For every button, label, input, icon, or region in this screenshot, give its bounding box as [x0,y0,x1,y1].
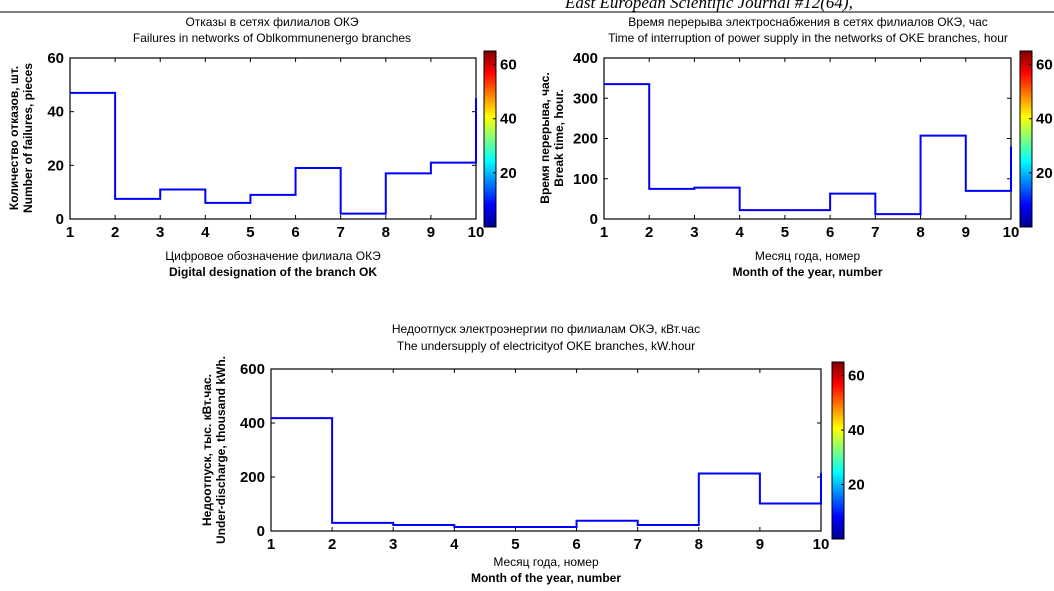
x-tick-label: 4 [201,224,210,241]
x-tick-label: 3 [156,224,164,241]
interruption-time-chart: Время перерыва электроснабжения в сетях … [538,15,1053,279]
x-tick-label: 4 [735,224,744,241]
chart-title-line: The undersupply of electricityof OKE bra… [397,339,695,353]
x-tick-label: 1 [600,224,608,241]
x-tick-label: 7 [633,536,641,553]
x-tick-label: 9 [756,536,764,553]
colorbar [483,50,497,228]
y-tick-label: 20 [47,157,64,174]
series-step-line [604,83,1012,216]
x-tick-label: 1 [267,536,275,553]
y-axis-label: Недоотпуск, тыс. кВт.час. [200,374,214,526]
x-tick-label: 10 [813,536,830,553]
y-axis-label: Количество отказов, шт. [7,66,21,210]
colorbar-tick-label: 60 [1036,57,1053,74]
y-tick-label: 40 [47,104,64,121]
y-axis-label: Break time, hour. [552,89,566,186]
x-tick-label: 2 [328,536,336,553]
y-tick-label: 400 [573,50,598,67]
failures-chart: Отказы в сетях филиалов ОКЭ Failures in n… [7,15,517,279]
series-step-line [271,417,822,528]
y-axis-label: Время перерыва, час. [538,72,552,203]
colorbar-tick-label: 20 [848,477,865,494]
y-tick-label: 200 [240,469,265,486]
x-tick-label: 8 [695,536,703,553]
x-tick-label: 1 [66,224,74,241]
colorbar-tick-label: 40 [848,422,865,439]
colorbar [1019,50,1033,228]
x-tick-label: 2 [111,224,119,241]
plot-area [270,368,822,532]
series-step-line [70,91,477,215]
x-tick-label: 6 [291,224,299,241]
x-tick-label: 2 [645,224,653,241]
chart-title-line: Недоотпуск электроэнергии по филиалам ОК… [392,322,700,336]
y-tick-label: 60 [47,50,64,67]
x-tick-label: 7 [336,224,344,241]
y-tick-label: 400 [240,415,265,432]
y-tick-label: 100 [573,171,598,188]
x-tick-label: 5 [246,224,254,241]
y-tick-label: 200 [573,131,598,148]
x-axis-label: Месяц года, номер [755,249,861,263]
y-tick-label: 0 [56,211,64,228]
chart-title-line: Время перерыва электроснабжения в сетях … [628,15,988,29]
y-tick-label: 0 [257,523,265,540]
x-axis-label: Digital designation of the branch OK [169,265,377,279]
chart-title-line: Отказы в сетях филиалов ОКЭ [185,15,358,29]
colorbar-tick-label: 20 [1036,165,1053,182]
y-tick-label: 600 [240,361,265,378]
x-axis-label: Month of the year, number [471,571,621,585]
x-tick-label: 8 [916,224,924,241]
chart-title-line: Time of interruption of power supply in … [608,31,1008,45]
y-axis-label: Under-discharge, thousand kWh. [214,356,228,544]
x-axis-label: Цифровое обозначение филиала ОКЭ [165,249,381,263]
x-tick-label: 9 [962,224,970,241]
chart-title-line: Failures in networks of Oblkommunenergo … [133,31,411,45]
colorbar-tick-label: 20 [500,165,517,182]
x-tick-label: 7 [871,224,879,241]
y-tick-label: 0 [590,211,598,228]
x-tick-label: 6 [826,224,834,241]
colorbar-tick-label: 60 [500,57,517,74]
x-tick-label: 8 [382,224,390,241]
x-tick-label: 10 [1003,224,1020,241]
x-axis-label: Month of the year, number [732,265,882,279]
x-tick-label: 5 [511,536,519,553]
x-tick-label: 6 [572,536,580,553]
x-tick-label: 10 [468,224,485,241]
y-tick-label: 300 [573,90,598,107]
x-tick-label: 9 [427,224,435,241]
colorbar-tick-label: 40 [1036,111,1053,128]
undersupply-chart: Недоотпуск электроэнергии по филиалам ОК… [200,322,865,585]
plot-area [603,57,1012,220]
x-tick-label: 3 [389,536,397,553]
y-axis-label: Number of failures, pieces [21,63,35,213]
colorbar-tick-label: 40 [500,111,517,128]
x-tick-label: 4 [450,536,459,553]
x-axis-label: Месяц года, номер [493,555,599,569]
colorbar-tick-label: 60 [848,368,865,385]
x-tick-label: 3 [690,224,698,241]
x-tick-label: 5 [781,224,789,241]
journal-header: East European Scientific Journal #12(64)… [564,0,853,12]
colorbar [831,361,845,540]
